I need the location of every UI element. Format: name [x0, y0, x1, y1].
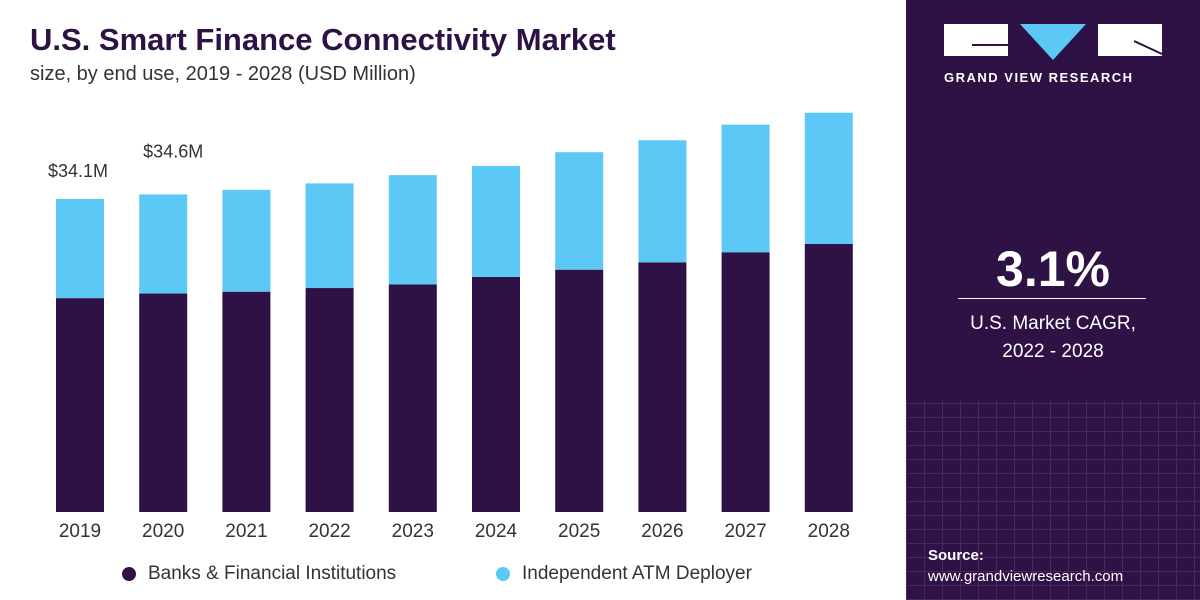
cagr-label: U.S. Market CAGR, 2022 - 2028 [906, 310, 1200, 366]
chart-subtitle: size, by end use, 2019 - 2028 (USD Milli… [30, 63, 416, 85]
x-tick-label: 2019 [59, 521, 101, 542]
bar-banks-2023 [388, 284, 437, 512]
x-tick-label: 2022 [308, 521, 350, 542]
source-label: Source: [928, 547, 984, 564]
bar-banks-2025 [555, 269, 604, 512]
data-label: $34.1M [48, 161, 108, 181]
brand-name: GRAND VIEW RESEARCH [944, 70, 1134, 85]
divider [958, 298, 1146, 299]
bar-banks-2027 [721, 252, 770, 512]
bar-banks-2022 [305, 288, 354, 512]
chart-title: U.S. Smart Finance Connectivity Market [30, 22, 616, 57]
source-url[interactable]: www.grandviewresearch.com [928, 568, 1124, 585]
bar-atm-2028 [804, 112, 853, 244]
cagr-label-line2: 2022 - 2028 [1002, 341, 1104, 362]
x-tick-label: 2021 [225, 521, 267, 542]
bar-atm-2023 [388, 175, 437, 285]
legend-swatch [496, 567, 510, 581]
bar-banks-2021 [222, 291, 271, 512]
legend-swatch [122, 567, 136, 581]
bar-atm-2022 [305, 183, 354, 289]
legend-item-atm: Independent ATM Deployer [496, 563, 752, 585]
data-label: $34.6M [143, 141, 203, 161]
x-tick-label: 2025 [558, 521, 600, 542]
bar-banks-2019 [56, 298, 104, 512]
x-tick-label: 2023 [392, 521, 434, 542]
bar-chart: 2019 $34.1M 2020 $34.6M 2021 2022 2023 2024 2025… [48, 112, 853, 542]
bar-banks-2020 [139, 293, 188, 512]
bar-atm-2026 [638, 140, 687, 263]
bar-atm-2020 [139, 194, 188, 294]
legend-label: Independent ATM Deployer [522, 563, 752, 584]
bar-atm-2021 [222, 189, 271, 292]
cagr-label-line1: U.S. Market CAGR, [970, 313, 1136, 334]
legend-label: Banks & Financial Institutions [148, 563, 397, 584]
bar-atm-2019 [56, 199, 104, 299]
x-tick-label: 2028 [808, 521, 850, 542]
x-tick-label: 2027 [724, 521, 766, 542]
source: Source: www.grandviewresearch.com [928, 545, 1123, 587]
grand-view-research-logo [944, 24, 1162, 60]
bar-atm-2027 [721, 124, 770, 253]
bar-atm-2025 [555, 152, 604, 270]
bar-banks-2026 [638, 262, 687, 512]
bar-banks-2024 [472, 277, 520, 512]
bar-banks-2028 [804, 243, 853, 512]
x-tick-label: 2024 [475, 521, 518, 542]
x-tick-label: 2026 [641, 521, 683, 542]
cagr-value: 3.1% [996, 241, 1110, 297]
side-panel: GRAND VIEW RESEARCH 3.1% U.S. Market CAG… [906, 0, 1200, 600]
bar-atm-2024 [472, 165, 520, 278]
grid-decoration [906, 400, 1200, 600]
legend-item-banks: Banks & Financial Institutions [122, 563, 396, 585]
x-tick-label: 2020 [142, 521, 184, 542]
